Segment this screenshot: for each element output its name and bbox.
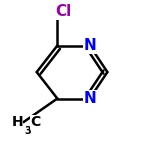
- Text: C: C: [30, 115, 40, 129]
- Text: Cl: Cl: [55, 4, 71, 19]
- Text: 3: 3: [24, 126, 31, 136]
- Text: H: H: [12, 115, 23, 129]
- Text: N: N: [83, 38, 96, 53]
- Text: N: N: [83, 91, 96, 106]
